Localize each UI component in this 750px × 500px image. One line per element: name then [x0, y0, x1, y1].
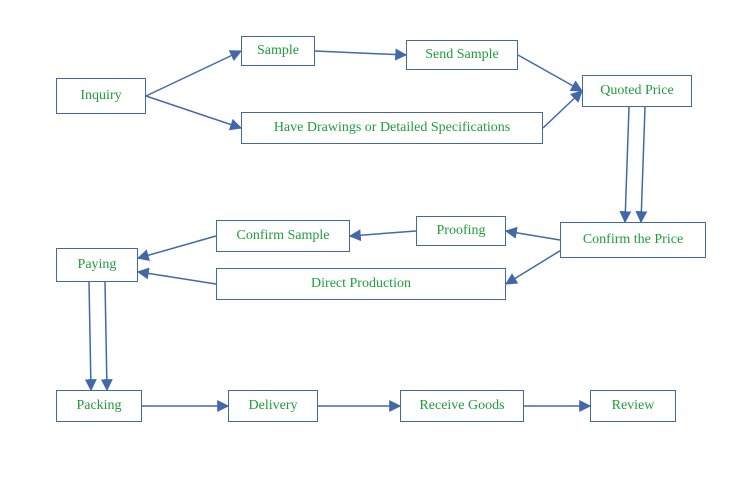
node-confirm_price: Confirm the Price	[560, 222, 706, 258]
node-label: Review	[612, 398, 655, 414]
node-paying: Paying	[56, 248, 138, 282]
edge	[105, 282, 107, 390]
node-label: Confirm the Price	[583, 232, 683, 248]
node-inquiry: Inquiry	[56, 78, 146, 114]
node-review: Review	[590, 390, 676, 422]
node-label: Packing	[76, 398, 121, 414]
edge	[138, 272, 216, 284]
node-label: Inquiry	[80, 88, 121, 104]
edge	[89, 282, 91, 390]
node-proofing: Proofing	[416, 216, 506, 246]
node-label: Paying	[78, 257, 117, 273]
node-label: Proofing	[437, 223, 486, 239]
node-sample: Sample	[241, 36, 315, 66]
edge	[641, 107, 645, 222]
node-direct_prod: Direct Production	[216, 268, 506, 300]
node-delivery: Delivery	[228, 390, 318, 422]
node-label: Confirm Sample	[237, 228, 330, 244]
node-label: Have Drawings or Detailed Specifications	[274, 120, 510, 136]
edge	[518, 55, 582, 91]
node-send_sample: Send Sample	[406, 40, 518, 70]
edge	[625, 107, 629, 222]
node-receive: Receive Goods	[400, 390, 524, 422]
node-label: Receive Goods	[419, 398, 504, 414]
flowchart-canvas: Inquiry Sample Send Sample Have Drawings or…	[0, 0, 750, 500]
node-packing: Packing	[56, 390, 142, 422]
edge	[350, 231, 416, 236]
node-label: Quoted Price	[600, 83, 673, 99]
node-label: Sample	[257, 43, 299, 59]
edge	[138, 236, 216, 258]
node-label: Delivery	[249, 398, 298, 414]
node-confirm_sample: Confirm Sample	[216, 220, 350, 252]
edge	[315, 51, 406, 55]
node-quoted: Quoted Price	[582, 75, 692, 107]
edge	[146, 96, 241, 128]
node-label: Send Sample	[425, 47, 499, 63]
node-drawings: Have Drawings or Detailed Specifications	[241, 112, 543, 144]
edge	[543, 91, 582, 128]
node-label: Direct Production	[311, 276, 411, 292]
edge	[506, 251, 560, 284]
edge	[506, 231, 560, 240]
edge	[146, 51, 241, 96]
